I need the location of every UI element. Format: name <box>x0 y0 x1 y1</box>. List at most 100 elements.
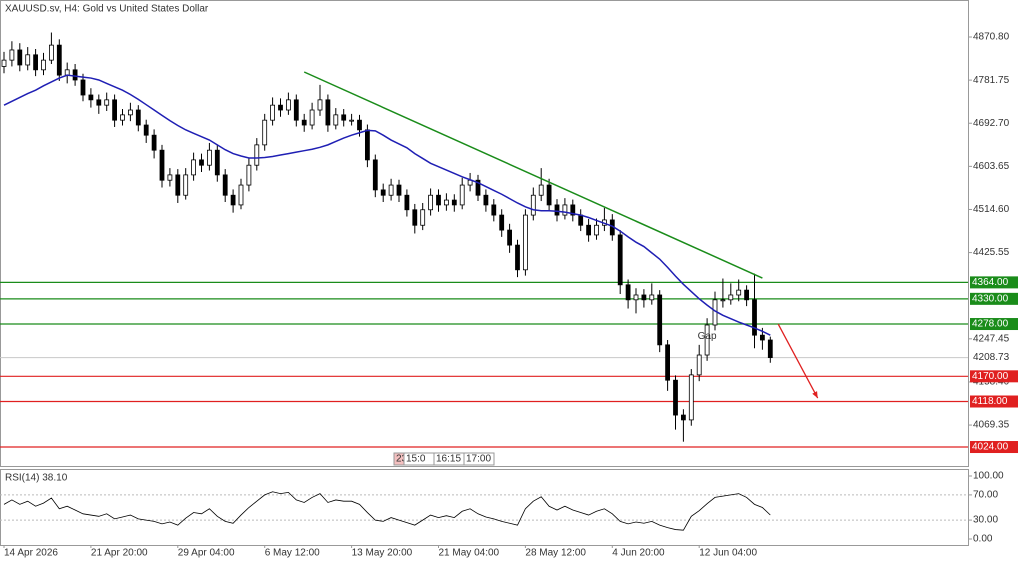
candle-body <box>736 289 742 296</box>
candle-body <box>80 79 86 96</box>
candle-body <box>681 414 686 421</box>
candle-body <box>594 224 599 236</box>
level-label: 4170.00 <box>972 371 1009 382</box>
x-tick-label: 29 Apr 04:00 <box>178 548 235 559</box>
candle-body <box>262 119 268 146</box>
x-tick-label: 4 Jun 20:00 <box>612 548 665 559</box>
time-scroller-label: 23 <box>396 454 408 465</box>
candle-body <box>412 209 418 226</box>
candle-body <box>135 109 141 126</box>
candle-body <box>206 149 212 166</box>
candle-body <box>1 59 7 67</box>
y-tick-label: 4514.60 <box>973 204 1010 215</box>
x-tick-label: 21 May 04:00 <box>439 548 500 559</box>
y-tick-label: 4870.80 <box>973 32 1010 43</box>
candle-body <box>364 129 370 161</box>
main-panel <box>0 0 969 467</box>
candle-body <box>222 174 228 196</box>
candle-body <box>333 114 339 126</box>
current-price-label: 4208.73 <box>973 352 1010 363</box>
level-label-box <box>970 441 1018 454</box>
candle-body <box>396 184 402 196</box>
candle-body <box>475 179 481 196</box>
level-label-box <box>970 395 1018 408</box>
candle-body <box>151 134 157 151</box>
candle-body <box>633 294 639 301</box>
candle-body <box>515 244 520 271</box>
time-scroller-label: 17:00 <box>466 454 491 465</box>
candle-body <box>546 184 552 206</box>
level-label: 4024.00 <box>972 442 1009 453</box>
y-tick-label: 4069.35 <box>973 420 1010 431</box>
candle-body <box>230 194 236 206</box>
candle-body <box>420 209 426 226</box>
candle-body <box>530 194 536 216</box>
candle-body <box>341 114 347 121</box>
candle-body <box>317 99 323 111</box>
candle-body <box>191 159 197 176</box>
x-tick-label: 28 May 12:00 <box>525 548 586 559</box>
candle-body <box>285 99 291 111</box>
time-scroller-label: 16:15 <box>436 454 461 465</box>
y-tick-label: 4425.55 <box>973 247 1010 258</box>
rsi-line <box>3 491 771 531</box>
level-label: 4278.00 <box>972 319 1009 330</box>
moving-average <box>3 74 771 336</box>
candle-body <box>127 109 133 116</box>
candle-body <box>104 99 110 106</box>
candle-body <box>428 194 434 211</box>
candle-body <box>538 184 544 196</box>
y-tick-label: 4692.70 <box>973 118 1010 129</box>
candle-body <box>357 119 362 131</box>
candle-body <box>728 294 734 301</box>
candle-body <box>617 234 623 286</box>
candle-body <box>586 224 591 236</box>
candle-body <box>443 199 449 206</box>
x-tick-label: 14 Apr 2026 <box>4 548 58 559</box>
candle-body <box>491 204 497 216</box>
time-scroller-box <box>463 452 495 466</box>
candle-body <box>720 299 726 302</box>
candle-body <box>767 339 773 358</box>
candle-body <box>372 159 378 191</box>
candle-body <box>72 69 78 81</box>
candle-body <box>64 69 70 76</box>
candle-body <box>554 204 560 216</box>
candle-body <box>657 294 663 346</box>
candle-body <box>752 299 757 336</box>
candle-body <box>380 189 386 196</box>
y-tick-label: 4247.45 <box>973 333 1010 344</box>
y-tick-label: 100.00 <box>973 471 1004 482</box>
x-tick-label: 12 Jun 04:00 <box>699 548 757 559</box>
candle-body <box>523 214 528 271</box>
level-label-box <box>970 292 1018 305</box>
y-tick-label: 70.00 <box>973 490 998 501</box>
y-tick-label: 4603.65 <box>973 161 1010 172</box>
candle-body <box>214 149 220 176</box>
rsi-title: RSI(14) 38.10 <box>5 473 68 484</box>
x-tick-label: 13 May 20:00 <box>352 548 413 559</box>
candle-body <box>760 334 765 341</box>
candle-body <box>451 199 457 206</box>
candle-body <box>159 149 165 181</box>
y-tick-label: 0.00 <box>973 534 993 545</box>
candle-body <box>499 214 505 231</box>
candle-body <box>33 54 38 71</box>
candle-body <box>49 44 54 61</box>
candle-body <box>309 109 315 126</box>
y-tick-label: 30.00 <box>973 515 998 526</box>
candle-body <box>9 49 15 61</box>
arrow-head <box>812 391 818 399</box>
candle-body <box>56 44 62 76</box>
level-label: 4330.00 <box>972 293 1009 304</box>
candle-body <box>112 99 117 121</box>
level-label-box <box>970 318 1018 331</box>
candle-body <box>301 119 307 126</box>
annotation: Gap <box>698 331 717 342</box>
candle-body <box>507 229 513 246</box>
candle-body <box>183 174 189 196</box>
level-label: 4364.00 <box>972 277 1009 288</box>
candle-body <box>562 204 568 216</box>
candle-body <box>436 194 441 206</box>
